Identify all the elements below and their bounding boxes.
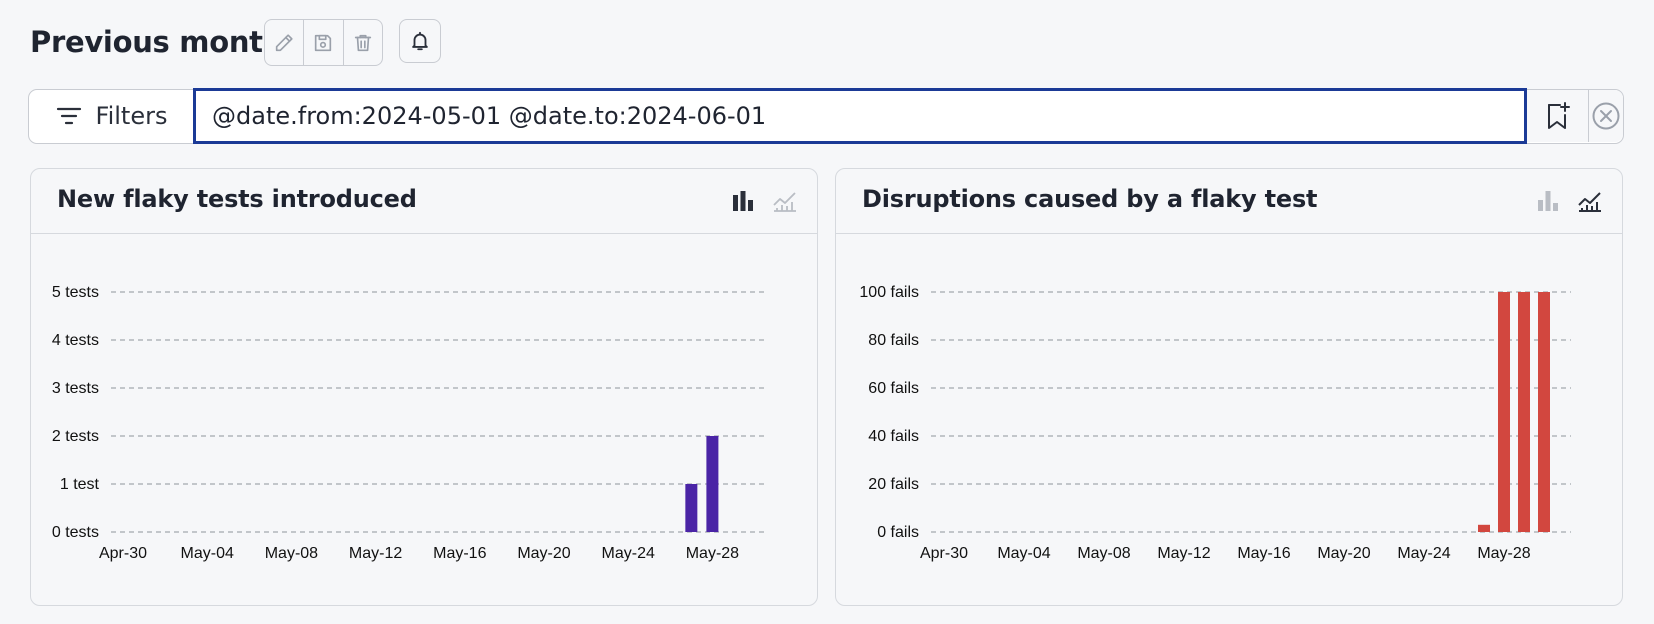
y-tick-label: 60 fails [868,380,919,397]
chart-bar[interactable] [706,436,719,532]
bookmark-plus-icon [1547,102,1570,129]
bar-chart-icon [733,191,753,211]
floppy-disk-icon [315,34,332,51]
bar-chart-icon [1538,191,1558,211]
clear-filter-button[interactable] [1589,90,1623,142]
y-tick-label: 0 fails [877,524,919,541]
chart-card-flaky-tests: New flaky tests introduced 0 tests 1 test… [30,168,818,606]
x-tick-label: May-16 [433,545,486,562]
chart-bar[interactable] [1518,292,1530,532]
save-button[interactable] [304,20,344,65]
x-tick-label: May-28 [686,545,739,562]
x-tick-label: May-24 [1397,545,1450,562]
chart-card-header: Disruptions caused by a flaky test [836,169,1622,234]
chart-bar[interactable] [685,484,698,532]
y-tick-label: 3 tests [52,380,99,397]
y-tick-label: 5 tests [52,284,99,301]
chart-title: Disruptions caused by a flaky test [862,185,1318,213]
bell-icon [412,31,428,51]
x-tick-label: Apr-30 [920,545,968,562]
y-tick-label: 40 fails [868,428,919,445]
x-tick-label: May-12 [1157,545,1210,562]
y-tick-label: 2 tests [52,428,99,445]
x-tick-label: May-12 [349,545,402,562]
filters-button[interactable]: Filters [29,90,194,142]
chart-title: New flaky tests introduced [57,185,417,213]
x-tick-label: May-20 [517,545,570,562]
x-tick-label: May-04 [997,545,1050,562]
chart-card-disruptions: Disruptions caused by a flaky test 0 fai… [835,168,1623,606]
y-tick-label: 100 fails [859,284,919,301]
x-tick-label: May-16 [1237,545,1290,562]
y-tick-label: 0 tests [52,524,99,541]
x-tick-label: Apr-30 [99,545,147,562]
line-chart-icon [773,192,796,212]
alerts-button[interactable] [399,19,441,63]
chart-bar[interactable] [1478,524,1490,532]
y-tick-label: 80 fails [868,332,919,349]
bar-view-toggle[interactable] [729,187,757,215]
delete-button[interactable] [344,20,382,65]
trash-icon [354,34,371,51]
view-actions-group [264,19,383,66]
page-title: Previous month [30,25,284,59]
chart-bar[interactable] [1498,292,1510,532]
circle-x-icon [1592,102,1620,130]
chart-bar[interactable] [1538,292,1550,532]
x-tick-label: May-08 [265,545,318,562]
x-tick-label: May-20 [1317,545,1370,562]
line-view-toggle[interactable] [1576,187,1604,215]
x-tick-label: May-04 [181,545,234,562]
x-tick-label: May-08 [1077,545,1130,562]
pencil-icon [275,33,293,51]
chart-plot-disruptions: 0 fails 20 fails 40 fails 60 fails 80 fails 1… [859,284,1571,562]
x-tick-label: May-28 [1477,545,1530,562]
line-chart-icon [1578,192,1601,212]
line-view-toggle[interactable] [771,187,799,215]
save-filter-button[interactable] [1527,90,1589,142]
y-tick-label: 4 tests [52,332,99,349]
bar-view-toggle[interactable] [1534,187,1562,215]
filter-lines-icon [56,107,81,125]
y-tick-label: 20 fails [868,476,919,493]
filters-label: Filters [95,102,168,130]
x-tick-label: May-24 [602,545,655,562]
chart-plot-flaky-tests: 0 tests 1 test 2 tests 3 tests 4 tests 5 test… [52,284,766,562]
chart-card-header: New flaky tests introduced [31,169,817,234]
edit-button[interactable] [265,20,305,65]
filter-bar: Filters [28,88,1624,144]
filter-query-input[interactable] [193,88,1527,144]
y-tick-label: 1 test [60,476,100,493]
